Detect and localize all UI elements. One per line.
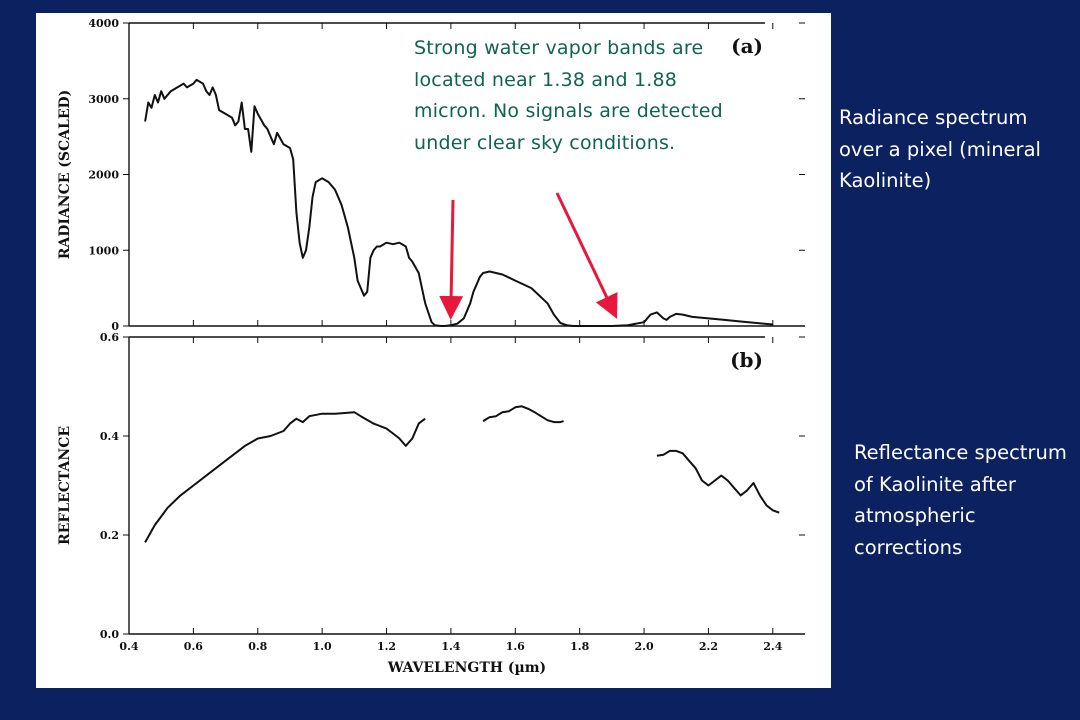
reflectance-caption: Reflectance spectrum of Kaolinite after … (854, 441, 1067, 559)
spectrum-line (144, 78, 773, 327)
x-tick-label: 1.8 (570, 640, 589, 653)
x-tick-label: 1.2 (377, 640, 396, 653)
y-tick-label: 0.4 (100, 430, 119, 443)
y-tick-label: 0.6 (100, 331, 119, 344)
y-tick-label: 0 (111, 320, 119, 333)
panel-b: 0.0 0.2 0.4 0.6 0.4 0.6 0.8 1.0 1.2 1.4 1.6 1.8 2.0 2… (57, 331, 805, 676)
y-tick-label: 2000 (88, 169, 119, 182)
panel-tag: (a) (731, 34, 763, 58)
panel-a: 0 1000 2000 3000 4000 RADIANCE (SCALED) (a) (57, 17, 805, 333)
y-axis-title: RADIANCE (SCALED) (57, 90, 73, 260)
radiance-caption: Radiance spectrum over a pixel (mineral … (839, 106, 1041, 192)
spectrum-line (482, 405, 564, 424)
x-tick-label: 0.6 (184, 640, 203, 653)
y-tick-label: 1000 (88, 244, 119, 257)
x-axis-title: WAVELENGTH (µm) (387, 660, 546, 676)
y-tick-label: 0.2 (100, 529, 119, 542)
x-tick-label: 1.4 (441, 640, 460, 653)
x-tick-label: 1.6 (506, 640, 525, 653)
panel-tag: (b) (730, 348, 763, 372)
y-tick-label: 0.0 (100, 628, 119, 641)
x-tick-label: 0.8 (248, 640, 267, 653)
spectrum-line (144, 411, 426, 543)
spectrum-line (656, 449, 780, 514)
x-tick-label: 2.4 (763, 640, 782, 653)
y-tick-label: 3000 (88, 93, 119, 106)
x-tick-label: 2.0 (634, 640, 653, 653)
x-tick-label: 2.2 (699, 640, 718, 653)
figure-panel: 0 1000 2000 3000 4000 RADIANCE (SCALED) (a) 0.0… (36, 13, 831, 688)
y-tick-label: 4000 (88, 17, 119, 30)
x-tick-label: 1.0 (313, 640, 332, 653)
spectra-figure: 0 1000 2000 3000 4000 RADIANCE (SCALED) (a) 0.0… (57, 17, 805, 676)
y-axis-title: REFLECTANCE (57, 426, 73, 545)
x-tick-label: 0.4 (119, 640, 138, 653)
water-vapor-annotation: Strong water vapor bands are located nea… (414, 37, 723, 154)
